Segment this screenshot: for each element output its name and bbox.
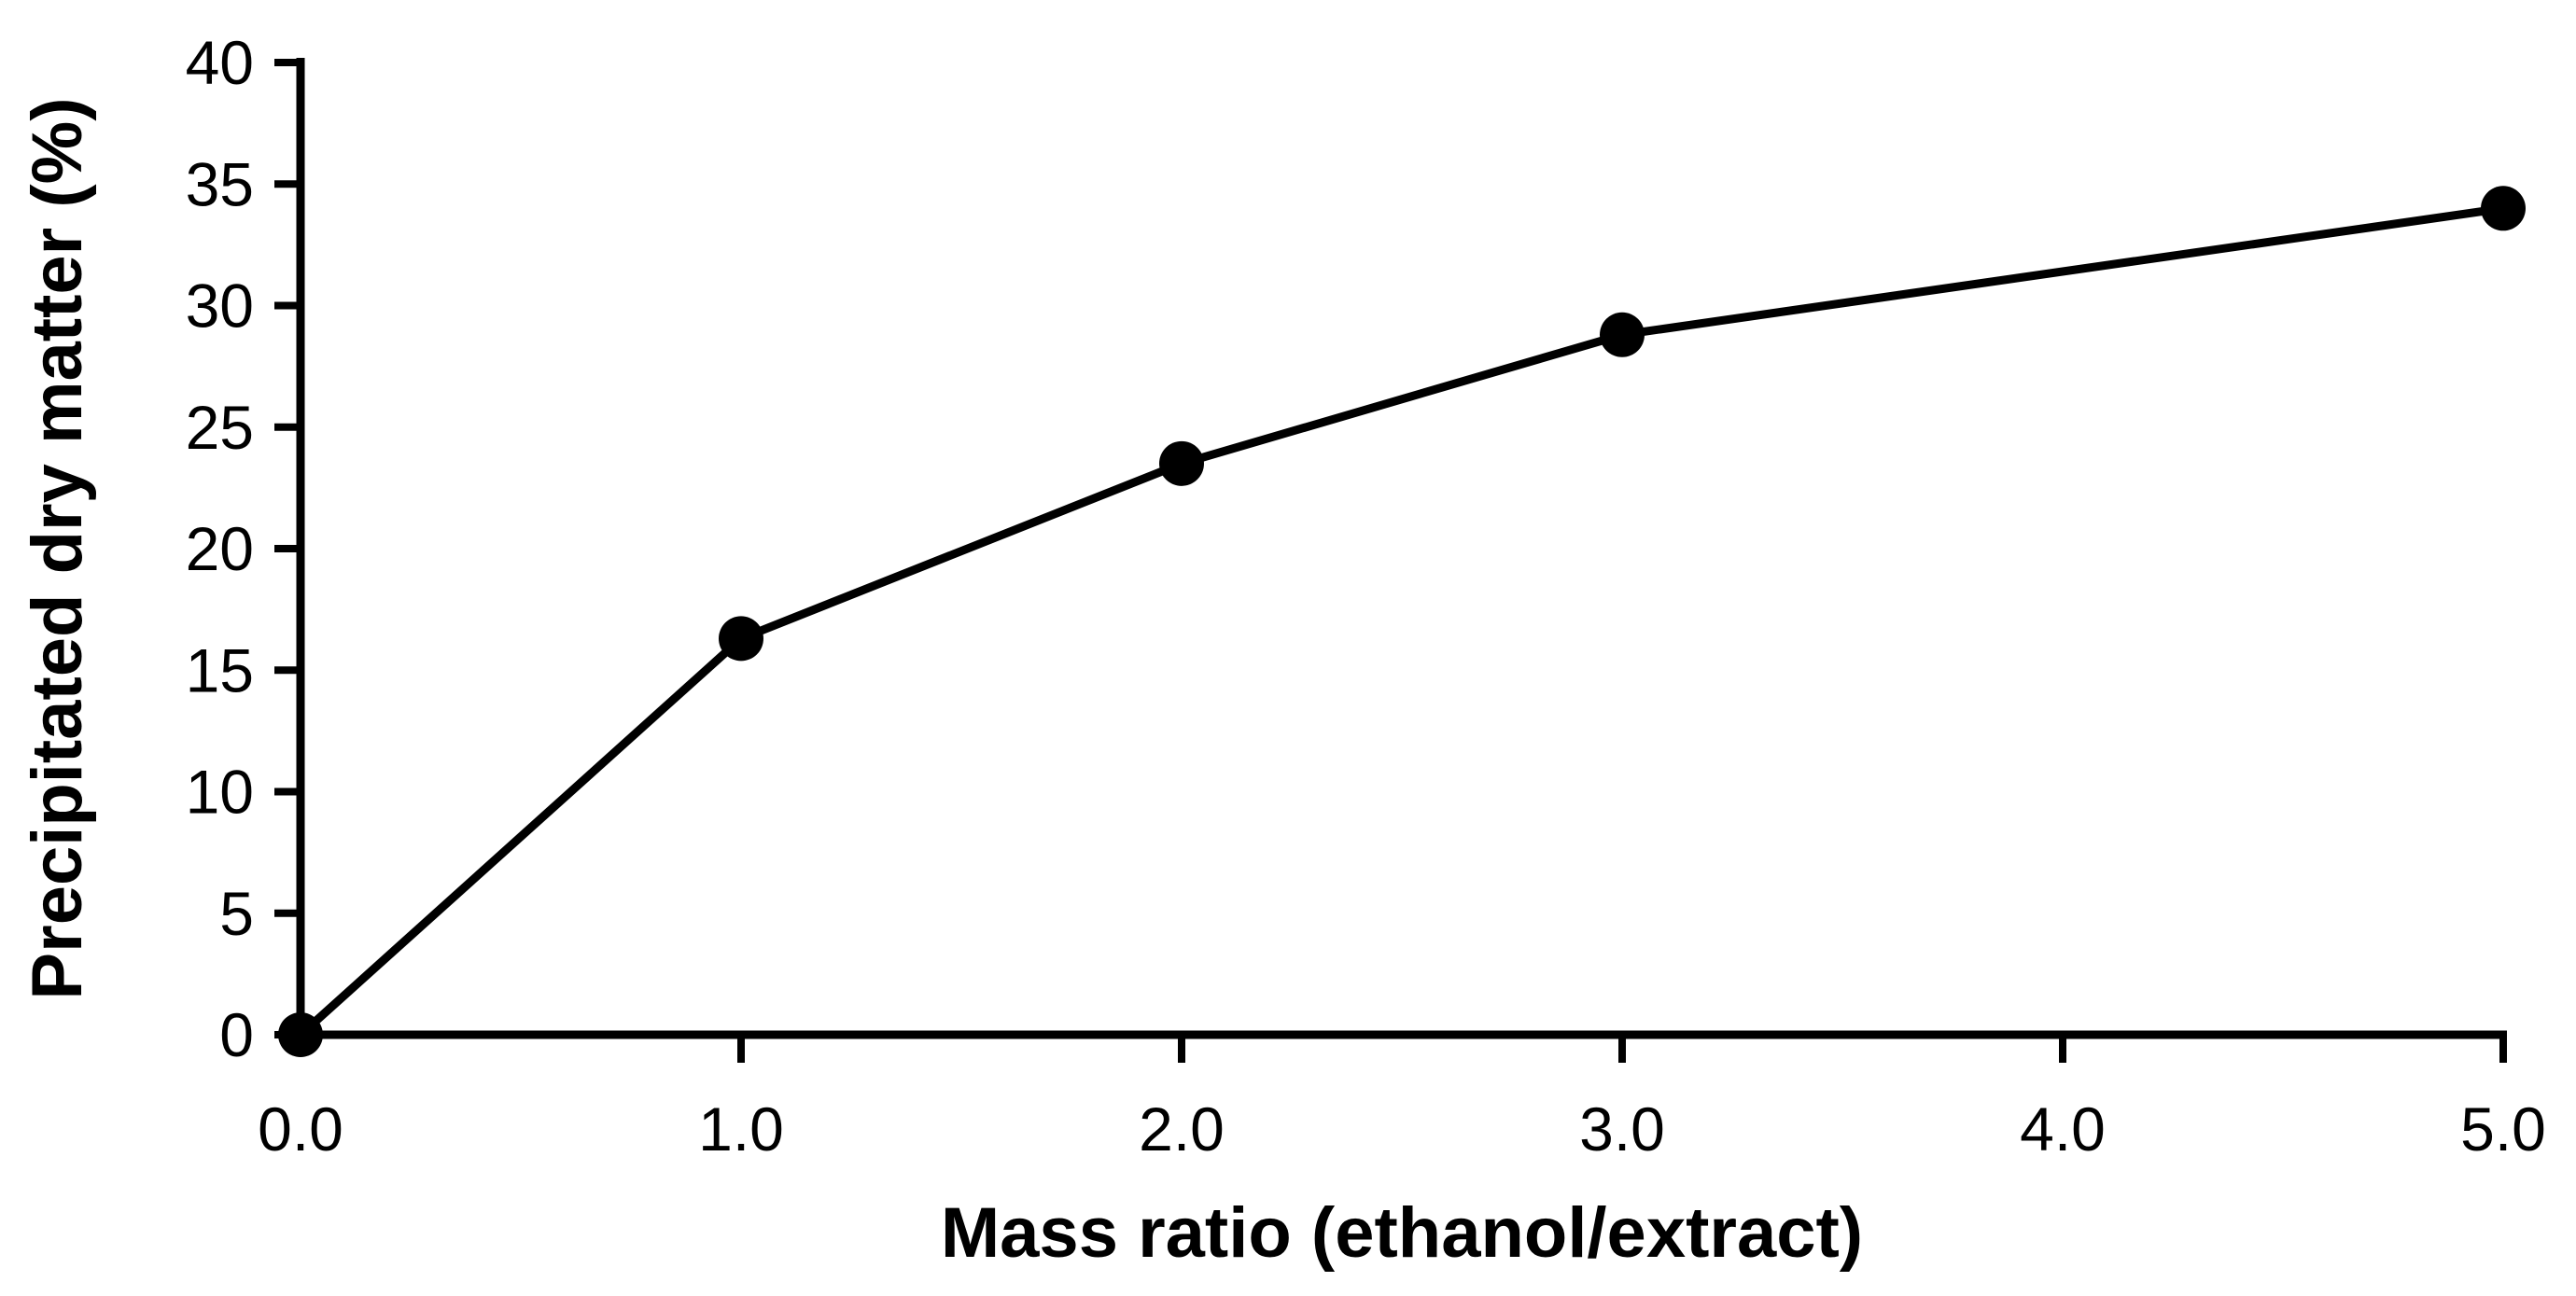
x-axis-title: Mass ratio (ethanol/extract) [940, 1193, 1864, 1273]
x-tick-label: 2.0 [1139, 1094, 1225, 1164]
x-tick-label: 5.0 [2460, 1094, 2546, 1164]
x-tick-label: 1.0 [698, 1094, 784, 1164]
x-tick-label: 3.0 [1579, 1094, 1665, 1164]
y-tick-label: 20 [186, 514, 254, 583]
data-point [2481, 186, 2526, 231]
y-tick-label: 10 [186, 758, 254, 827]
y-tick-label: 5 [219, 879, 254, 948]
y-axis-title: Precipitated dry matter (%) [18, 97, 97, 1000]
data-point [719, 616, 763, 662]
y-tick-label: 30 [186, 272, 254, 341]
y-tick-label: 25 [186, 393, 254, 462]
series-line [296, 203, 2508, 1039]
y-tick-label: 15 [186, 635, 254, 704]
x-tick-label: 4.0 [2020, 1094, 2106, 1164]
y-tick-label: 0 [219, 1000, 254, 1069]
data-point [1159, 440, 1204, 486]
y-tick-label: 40 [186, 28, 254, 97]
data-point [1600, 312, 1645, 357]
data-point [278, 1012, 323, 1057]
y-tick-label: 35 [186, 149, 254, 218]
x-tick-label: 0.0 [258, 1094, 343, 1164]
